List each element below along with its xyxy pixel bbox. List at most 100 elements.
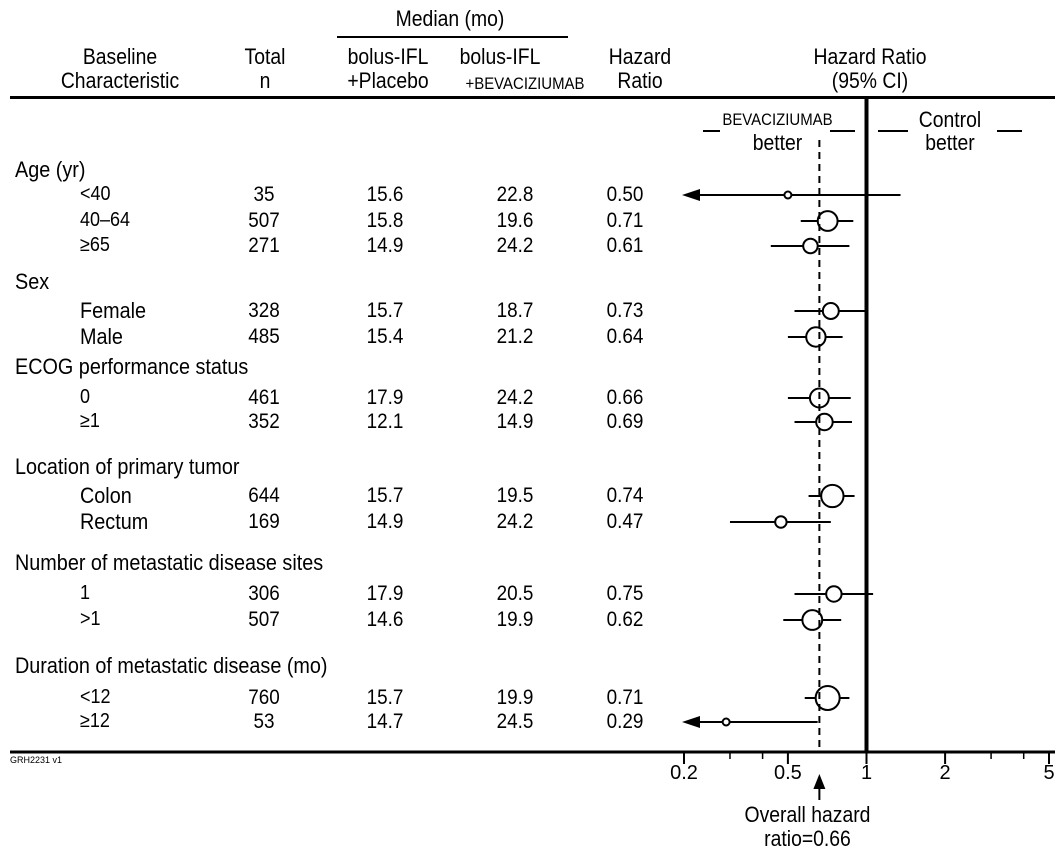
subgroup-label: <40 [80, 183, 111, 205]
x-tick-label: 0.5 [774, 762, 802, 784]
subgroup-label: ≥12 [80, 710, 110, 732]
col-total-line2: n [259, 68, 271, 93]
subgroup-label: >1 [80, 608, 101, 630]
median-group-rule [337, 36, 568, 38]
placebo-median-value: 15.7 [366, 484, 404, 507]
hazard-ratio-value: 0.66 [606, 386, 644, 409]
total-n-value: 53 [253, 710, 275, 733]
total-n-value: 271 [248, 234, 280, 257]
hazard-ratio-point [721, 717, 731, 727]
hazard-ratio-value: 0.71 [606, 209, 644, 232]
favors-right-line2: better [925, 130, 975, 155]
hazard-ratio-point [801, 609, 824, 631]
hazard-ratio-value: 0.61 [606, 234, 644, 257]
subgroup-label: Rectum [80, 509, 149, 534]
hazard-ratio-value: 0.29 [606, 710, 644, 733]
col-characteristic-line1: Baseline [82, 44, 158, 69]
hazard-ratio-point [821, 302, 840, 320]
bev-median-value: 24.2 [496, 386, 534, 409]
group-label: Sex [15, 269, 50, 294]
favors-left-line1: BEVACIZIUMAB [722, 110, 833, 129]
subgroup-label: 0 [80, 386, 91, 408]
hazard-ratio-point [820, 483, 845, 509]
hazard-ratio-point [774, 515, 788, 529]
bev-median-value: 24.2 [496, 510, 534, 533]
subgroup-label: 1 [80, 582, 91, 604]
placebo-median-value: 15.7 [366, 299, 404, 322]
bev-median-value: 14.9 [496, 410, 534, 433]
col-hr-line2: Ratio [617, 68, 663, 93]
median-group-header: Median (mo) [395, 6, 505, 31]
col-characteristic-line2: Characteristic [60, 68, 180, 93]
bev-median-value: 19.9 [496, 686, 534, 709]
subgroup-label: Colon [80, 483, 132, 508]
hazard-ratio-point [805, 326, 827, 348]
bev-median-value: 22.8 [496, 183, 534, 206]
bev-median-value: 21.2 [496, 325, 534, 348]
group-label: Number of metastatic disease sites [15, 550, 324, 575]
col-bev-line1: bolus-IFL [459, 44, 541, 69]
total-n-value: 760 [248, 686, 280, 709]
total-n-value: 644 [248, 484, 280, 507]
bev-median-value: 18.7 [496, 299, 534, 322]
bev-median-value: 19.6 [496, 209, 534, 232]
col-placebo-line1: bolus-IFL [347, 44, 429, 69]
placebo-median-value: 17.9 [366, 386, 404, 409]
total-n-value: 35 [253, 183, 275, 206]
col-hr-line1: Hazard [608, 44, 672, 69]
hazard-ratio-point [814, 685, 841, 711]
x-tick-label: 1 [861, 762, 872, 784]
favors-left-line2: better [752, 130, 803, 155]
bev-median-value: 19.9 [496, 608, 534, 631]
header-rule [10, 96, 1055, 99]
total-n-value: 306 [248, 582, 280, 605]
subgroup-label: Female [80, 298, 147, 323]
placebo-median-value: 15.7 [366, 686, 404, 709]
figure-code: GRH2231 v1 [10, 755, 63, 765]
subgroup-label: 40–64 [80, 209, 131, 231]
hazard-ratio-value: 0.69 [606, 410, 644, 433]
hazard-ratio-value: 0.74 [606, 484, 644, 507]
x-tick-label: 5 [1043, 762, 1054, 784]
col-ci-line2: (95% CI) [831, 68, 909, 93]
col-total-line1: Total [244, 44, 286, 69]
group-label: Duration of metastatic disease (mo) [15, 653, 328, 678]
col-bev-line2: +BEVACIZIUMAB [465, 74, 585, 93]
hazard-ratio-value: 0.71 [606, 686, 644, 709]
placebo-median-value: 12.1 [366, 410, 404, 433]
bev-median-value: 19.5 [496, 484, 534, 507]
col-placebo-line2: +Placebo [347, 68, 429, 93]
total-n-value: 485 [248, 325, 280, 348]
placebo-median-value: 15.6 [366, 183, 404, 206]
placebo-median-value: 14.9 [366, 510, 404, 533]
ci-arrow-left [682, 189, 700, 201]
overall-arrow-head [813, 774, 826, 789]
subgroup-label: <12 [80, 686, 111, 708]
placebo-median-value: 14.6 [366, 608, 404, 631]
hazard-ratio-value: 0.47 [606, 510, 644, 533]
hazard-ratio-value: 0.75 [606, 582, 644, 605]
total-n-value: 507 [248, 209, 280, 232]
total-n-value: 328 [248, 299, 280, 322]
placebo-median-value: 14.7 [366, 710, 404, 733]
x-tick-label: 2 [940, 762, 951, 784]
subgroup-label: ≥1 [80, 410, 100, 432]
hazard-ratio-value: 0.50 [606, 183, 644, 206]
hazard-ratio-point [825, 585, 843, 603]
placebo-median-value: 15.8 [366, 209, 404, 232]
placebo-median-value: 17.9 [366, 582, 404, 605]
group-label: Age (yr) [15, 157, 86, 182]
placebo-median-value: 15.4 [366, 325, 404, 348]
hazard-ratio-point [816, 210, 839, 232]
ci-arrow-left [682, 716, 700, 728]
hazard-ratio-value: 0.64 [606, 325, 644, 348]
bev-median-value: 24.5 [496, 710, 534, 733]
total-n-value: 169 [248, 510, 280, 533]
total-n-value: 461 [248, 386, 280, 409]
total-n-value: 507 [248, 608, 280, 631]
placebo-median-value: 14.9 [366, 234, 404, 257]
group-label: ECOG performance status [15, 354, 249, 379]
overall-label-line2: ratio=0.66 [764, 826, 851, 851]
overall-label-line1: Overall hazard [744, 802, 871, 827]
